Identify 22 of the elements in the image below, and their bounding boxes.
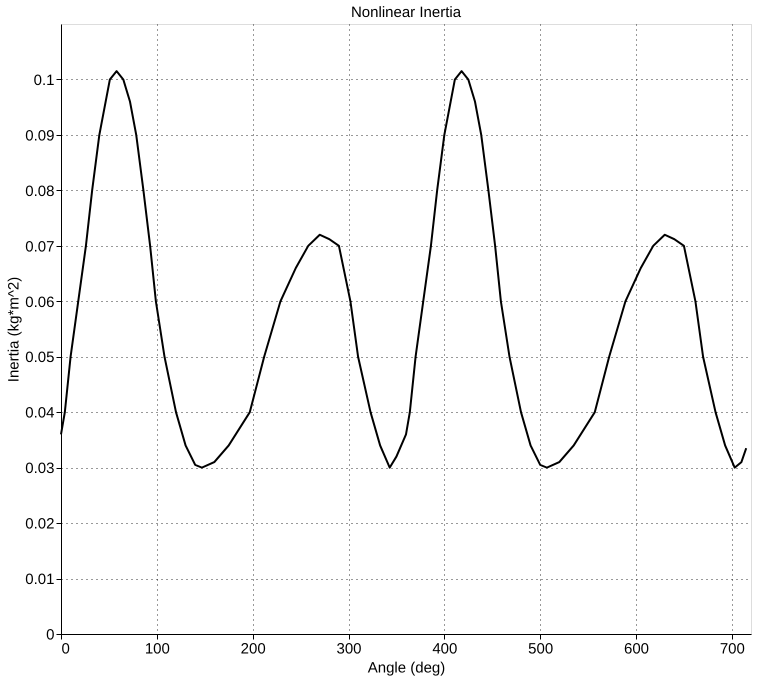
x-tick-label: 500 bbox=[528, 640, 554, 658]
y-tick-label: 0.04 bbox=[25, 404, 54, 422]
x-tick-label: 300 bbox=[336, 640, 362, 658]
x-tick-label: 0 bbox=[62, 640, 70, 658]
x-tick-label: 200 bbox=[240, 640, 266, 658]
y-tick-label: 0.1 bbox=[34, 72, 54, 89]
y-tick-label: 0.02 bbox=[25, 516, 54, 533]
x-axis-title: Angle (deg) bbox=[368, 660, 446, 676]
y-tick-label: 0.01 bbox=[25, 571, 54, 588]
y-tick-label: 0.05 bbox=[25, 349, 54, 366]
y-tick-label: 0.03 bbox=[25, 460, 54, 478]
x-tick-label: 600 bbox=[624, 640, 650, 658]
y-tick-label: 0 bbox=[46, 626, 54, 644]
y-tick-label: 0.08 bbox=[25, 182, 54, 200]
y-axis-title: Inertia (kg*m^2) bbox=[5, 276, 22, 382]
y-tick-label: 0.09 bbox=[25, 127, 54, 144]
x-tick-label: 400 bbox=[432, 640, 458, 658]
x-tick-label: 700 bbox=[720, 640, 745, 658]
x-tick-label: 100 bbox=[144, 640, 170, 658]
chart-title: Nonlinear Inertia bbox=[350, 4, 462, 21]
y-tick-label: 0.07 bbox=[25, 238, 54, 256]
y-tick-label: 0.06 bbox=[25, 294, 54, 311]
